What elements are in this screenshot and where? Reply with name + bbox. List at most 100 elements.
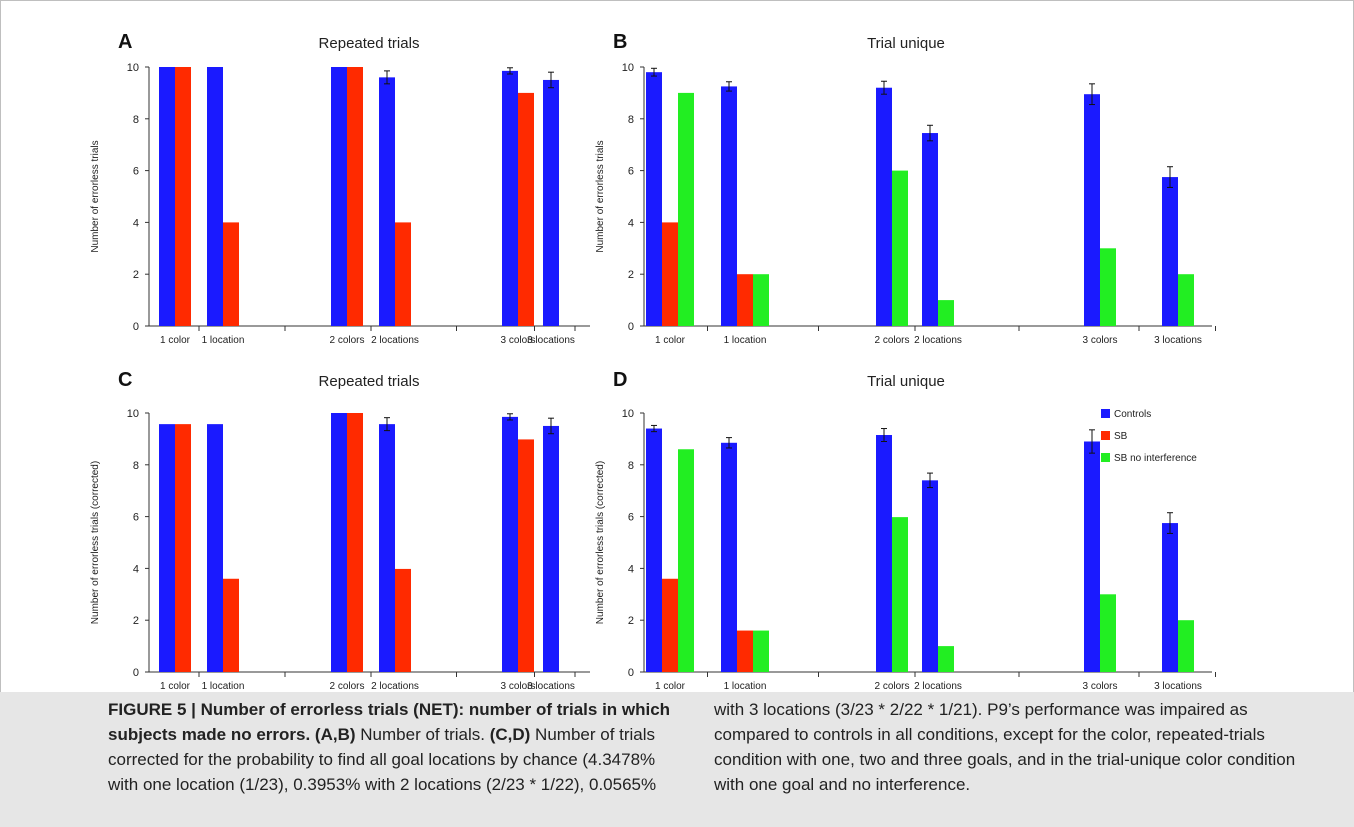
y-tick-label: 8	[133, 460, 139, 472]
bar-sb	[223, 578, 239, 672]
x-tick-label: 2 locations	[371, 335, 419, 346]
x-tick-label: 3 colors	[500, 681, 535, 692]
figure-charts: A Repeated trials 0 2 4 6 8 10 Number of errorle…	[90, 31, 1216, 692]
bar-controls	[331, 413, 347, 672]
bar-sb	[662, 578, 678, 672]
caption-right-column: with 3 locations (3/23 * 2/22 * 1/21). P…	[714, 697, 1324, 797]
panel-letter: C	[118, 369, 132, 391]
x-tick-label: 3 locations	[1154, 335, 1202, 346]
bar-sb-no-interference	[1100, 248, 1116, 326]
bar-controls	[721, 442, 737, 672]
x-tick-label: 1 color	[160, 681, 191, 692]
caption-right-text: with 3 locations (3/23 * 2/22 * 1/21). P…	[714, 700, 1296, 794]
caption-cd-label: (C,D)	[489, 725, 531, 744]
panel-title: Trial unique	[867, 373, 945, 390]
x-tick-label: 2 colors	[874, 681, 909, 692]
y-tick-label: 6	[628, 512, 634, 524]
y-tick-label: 0	[628, 667, 634, 679]
bar-sb-no-interference	[1178, 620, 1194, 672]
x-tick-label: 1 location	[202, 681, 245, 692]
panel-letter: D	[613, 369, 627, 391]
bar-sb	[175, 424, 191, 672]
bar-controls	[922, 133, 938, 326]
y-tick-label: 6	[133, 512, 139, 524]
y-tick-label: 0	[628, 321, 634, 333]
y-tick-label: 0	[133, 667, 139, 679]
x-tick-label: 1 color	[160, 335, 191, 346]
bar-controls	[876, 87, 892, 326]
bar-sb	[175, 67, 191, 326]
bar-sb	[518, 92, 534, 327]
y-tick-label: 2	[628, 269, 634, 281]
bar-sb-no-interference	[938, 646, 954, 672]
y-axis-label: Number of errorless trials (corrected)	[595, 461, 606, 624]
x-tick-label: 3 locations	[527, 681, 575, 692]
x-tick-label: 2 locations	[371, 681, 419, 692]
x-tick-label: 1 color	[655, 681, 686, 692]
panel-title: Trial unique	[867, 35, 945, 52]
bar-controls	[876, 435, 892, 672]
panel-letter: B	[613, 31, 627, 53]
y-tick-label: 10	[127, 408, 139, 420]
bar-controls	[646, 428, 662, 672]
bar-sb	[662, 222, 678, 326]
y-tick-label: 4	[628, 563, 634, 575]
x-tick-label: 3 locations	[1154, 681, 1202, 692]
caption-ab-label: (A,B)	[314, 725, 356, 744]
y-tick-label: 2	[628, 615, 634, 627]
panel-title: Repeated trials	[319, 35, 420, 52]
y-tick-label: 10	[622, 408, 634, 420]
legend-swatch	[1101, 431, 1110, 440]
x-tick-label: 3 locations	[527, 335, 575, 346]
y-tick-label: 8	[133, 114, 139, 126]
x-tick-label: 1 color	[655, 335, 686, 346]
bar-sb-no-interference	[678, 449, 694, 672]
x-tick-label: 2 colors	[329, 681, 364, 692]
bar-sb	[737, 274, 753, 326]
x-tick-label: 3 colors	[1082, 681, 1117, 692]
x-tick-label: 2 locations	[914, 335, 962, 346]
bar-controls	[207, 424, 223, 672]
x-tick-label: 2 colors	[874, 335, 909, 346]
bar-controls	[159, 424, 175, 672]
figure-caption: FIGURE 5 | Number of errorless trials (N…	[0, 692, 1354, 827]
bar-sb	[395, 568, 411, 672]
caption-ab-text: Number of trials.	[360, 725, 485, 744]
x-tick-label: 1 location	[724, 681, 767, 692]
bar-sb-no-interference	[753, 274, 769, 326]
y-axis-label: Number of errorless trials (corrected)	[90, 461, 101, 624]
y-tick-label: 4	[628, 217, 634, 229]
panel-title: Repeated trials	[319, 373, 420, 390]
caption-figure-label: FIGURE 5 | Number of errorless trials (N…	[108, 700, 671, 744]
x-tick-label: 3 colors	[1082, 335, 1117, 346]
bar-controls	[502, 70, 518, 326]
legend-label: SB	[1114, 431, 1128, 442]
y-tick-label: 6	[133, 166, 139, 178]
y-axis-label: Number of errorless trials	[595, 140, 606, 252]
x-tick-label: 2 locations	[914, 681, 962, 692]
bar-controls	[1084, 441, 1100, 672]
x-tick-label: 2 colors	[329, 335, 364, 346]
y-tick-label: 8	[628, 460, 634, 472]
bar-controls	[379, 77, 395, 326]
y-tick-label: 2	[133, 269, 139, 281]
bar-controls	[1084, 94, 1100, 326]
bar-controls	[646, 72, 662, 327]
panel-letter: A	[118, 31, 132, 53]
legend-swatch	[1101, 453, 1110, 462]
bar-controls	[1162, 523, 1178, 672]
bar-sb-no-interference	[1100, 594, 1116, 672]
bar-controls	[543, 425, 559, 672]
bar-controls	[159, 67, 175, 326]
bar-sb	[518, 439, 534, 672]
bar-sb-no-interference	[753, 630, 769, 672]
y-axis-label: Number of errorless trials	[90, 140, 101, 252]
bar-controls	[502, 416, 518, 672]
bar-sb	[737, 630, 753, 672]
bar-controls	[331, 67, 347, 326]
y-tick-label: 6	[628, 166, 634, 178]
bar-sb-no-interference	[678, 92, 694, 327]
caption-left-column: FIGURE 5 | Number of errorless trials (N…	[108, 697, 680, 797]
caption-cd-text: Number of trials corrected for the proba…	[108, 725, 657, 794]
